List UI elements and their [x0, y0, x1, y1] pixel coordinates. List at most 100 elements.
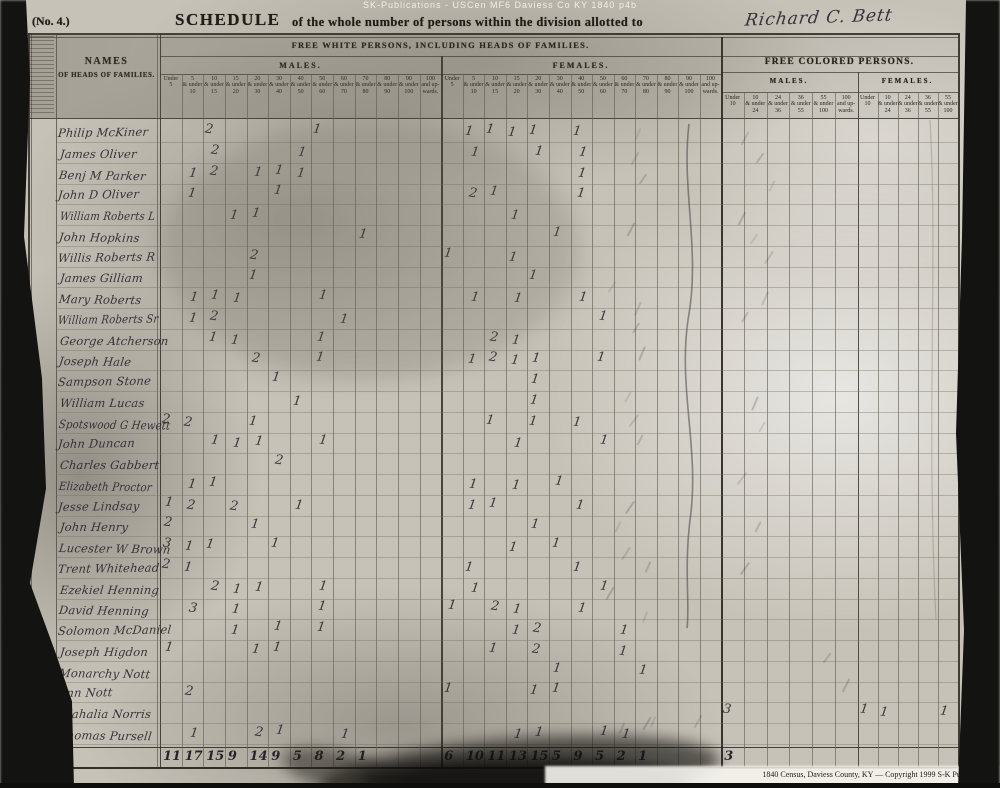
- tally-cell-value: 1: [531, 350, 542, 367]
- grid-line: [354, 74, 356, 767]
- tally-cell-value: 1: [208, 474, 219, 491]
- age-column-header: 5& under10: [463, 76, 485, 95]
- age-column-header: 24& under36: [898, 95, 918, 114]
- tally-cell-value: 2: [228, 497, 240, 515]
- age-column-header: 100and up-wards.: [420, 76, 442, 95]
- tally-cell-value: 1: [231, 435, 243, 452]
- grid-line: [897, 93, 899, 767]
- tally-cell-value: 1: [270, 535, 281, 552]
- tally-cell-value: 1: [293, 496, 305, 514]
- age-column-header: 30& under40: [549, 76, 571, 95]
- grid-line: [548, 74, 550, 767]
- age-column-header: 10& under24: [878, 95, 898, 114]
- footer-credit: 1840 Census, Daviess County, KY — Copyri…: [762, 770, 992, 779]
- tally-cell-value: 1: [575, 185, 586, 202]
- tally-cell-value: 1: [553, 473, 565, 490]
- ink-artifact: [737, 211, 747, 226]
- tally-cell-value: 1: [340, 726, 351, 743]
- tally-cell-value: 1: [598, 308, 609, 325]
- grid-line: [56, 391, 958, 393]
- tally-cell-value: 1: [318, 432, 329, 449]
- tally-cell-value: 3: [722, 701, 733, 718]
- age-column-header: 10& under15: [203, 76, 225, 95]
- ink-artifact: [768, 180, 776, 192]
- grid-line: [224, 74, 226, 767]
- grid-line: [56, 142, 958, 144]
- footer-paper-band: [545, 766, 1000, 785]
- age-column-header: 100and up-wards.: [700, 76, 722, 95]
- tally-cell-value: 1: [528, 122, 539, 139]
- tally-cell-value: 2: [185, 496, 196, 514]
- tally-cell-value: 1: [617, 643, 628, 660]
- tally-cell-value: 1: [250, 641, 261, 658]
- grid-line: [56, 225, 958, 227]
- grid-line: [203, 74, 205, 767]
- column-total-value: 15: [206, 749, 225, 764]
- age-column-header: Under5: [160, 76, 182, 89]
- column-total-value: 9: [271, 749, 281, 764]
- age-column-header: 80& under90: [376, 76, 398, 95]
- age-column-header: 50& under60: [592, 76, 614, 95]
- age-column-header: 55& under100: [812, 95, 835, 114]
- tally-cell-value: 1: [447, 597, 458, 614]
- grid-line: [56, 702, 958, 704]
- tally-cell-value: 1: [273, 618, 284, 635]
- head-of-family-name: Joseph Higdon: [59, 644, 149, 659]
- tally-cell-value: 1: [571, 413, 582, 431]
- tally-cell-value: 2: [183, 683, 194, 700]
- grid-line: [635, 74, 637, 767]
- tally-cell-value: 2: [531, 641, 542, 658]
- tally-cell-value: 1: [529, 392, 540, 409]
- grid-line: [766, 93, 768, 767]
- grid-line: [56, 245, 958, 247]
- tally-cell-value: 1: [316, 619, 327, 636]
- tally-cell-value: 1: [205, 536, 216, 553]
- head-of-family-name: John Henry: [59, 520, 129, 535]
- grid-line: [56, 660, 958, 662]
- grid-line: [333, 74, 335, 767]
- ink-artifact: [636, 434, 644, 446]
- age-column-header: 100and up-wards.: [835, 95, 858, 114]
- head-of-family-name: George Atcherson: [59, 333, 170, 348]
- grid-line: [56, 557, 958, 559]
- tally-cell-value: 1: [530, 371, 541, 388]
- tally-cell-value: 1: [529, 682, 540, 699]
- age-column-header: 15& under20: [506, 76, 528, 95]
- head-of-family-name: William Roberts Sr: [57, 311, 160, 327]
- head-of-family-name: Charles Gabbert: [59, 458, 161, 472]
- schedule-title-lead: SCHEDULE: [175, 10, 281, 29]
- binding-marks: [30, 36, 54, 116]
- tally-cell-value: 1: [512, 435, 524, 452]
- tally-cell-value: 1: [469, 579, 481, 597]
- tally-cell-value: 1: [576, 164, 587, 182]
- tally-cell-value: 1: [291, 393, 303, 410]
- column-total-value: 1: [357, 749, 367, 764]
- grid-line: [56, 308, 958, 310]
- grid-line: [56, 453, 958, 455]
- schedule-title-text: of the whole number of persons within th…: [292, 15, 643, 29]
- tally-cell-value: 1: [599, 432, 610, 449]
- tally-cell-value: 1: [506, 124, 518, 141]
- tally-cell-value: 1: [485, 411, 496, 429]
- age-column-header: 90& under100: [678, 76, 700, 95]
- grid-line: [570, 74, 572, 767]
- grid-line: [160, 74, 722, 75]
- tally-cell-value: 2: [532, 620, 543, 637]
- grid-line: [721, 37, 723, 767]
- head-of-family-name: Mahalia Norris: [59, 707, 152, 721]
- age-column-header: 10& under15: [484, 76, 506, 95]
- tally-cell-value: 1: [599, 577, 610, 595]
- grid-line: [56, 370, 958, 372]
- grid-line: [937, 93, 939, 767]
- grid-line: [419, 74, 421, 767]
- tally-cell-value: 1: [229, 622, 241, 639]
- tally-cell-value: 1: [576, 600, 587, 617]
- grid-line: [812, 93, 814, 767]
- head-of-family-name: Trent Whitehead: [57, 560, 161, 576]
- tally-cell-value: 1: [317, 598, 328, 615]
- grid-line: [678, 74, 680, 767]
- age-column-header: 30& under40: [268, 76, 290, 95]
- grid-line: [744, 93, 745, 767]
- tally-cell-value: 1: [534, 143, 545, 160]
- tally-cell-value: 1: [878, 704, 889, 721]
